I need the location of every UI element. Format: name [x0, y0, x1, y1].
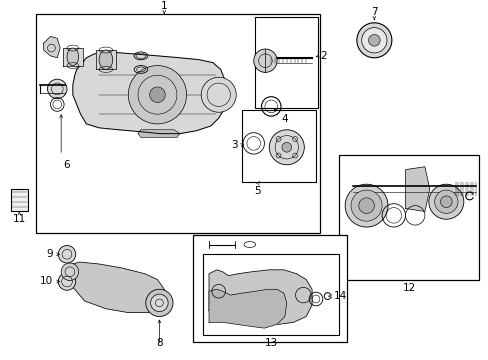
Circle shape: [149, 87, 165, 103]
Bar: [36, 14, 319, 233]
Ellipse shape: [67, 48, 79, 66]
Text: 4: 4: [281, 114, 287, 124]
Text: 7: 7: [370, 7, 377, 17]
Circle shape: [434, 190, 457, 213]
Circle shape: [47, 79, 67, 99]
Text: 14: 14: [333, 291, 346, 301]
Polygon shape: [208, 289, 286, 328]
Circle shape: [345, 184, 387, 227]
Polygon shape: [208, 270, 311, 324]
Circle shape: [58, 273, 76, 290]
Text: 6: 6: [63, 160, 70, 170]
Circle shape: [428, 184, 463, 219]
Text: 11: 11: [13, 215, 26, 224]
Polygon shape: [73, 52, 226, 134]
Text: 10: 10: [40, 276, 53, 287]
Circle shape: [150, 294, 168, 312]
Bar: [254, 17, 317, 108]
Polygon shape: [138, 130, 180, 138]
Bar: [242, 110, 315, 182]
Circle shape: [61, 263, 79, 280]
Text: 8: 8: [156, 338, 163, 348]
Circle shape: [358, 198, 374, 213]
Text: 3: 3: [231, 140, 238, 150]
Text: 9: 9: [47, 249, 53, 259]
Text: 12: 12: [402, 283, 415, 293]
Text: 5: 5: [254, 186, 261, 196]
Circle shape: [440, 196, 451, 208]
Ellipse shape: [99, 50, 112, 69]
Polygon shape: [63, 48, 82, 66]
Circle shape: [356, 23, 391, 58]
Bar: [193, 235, 346, 342]
Bar: [11, 189, 28, 211]
Circle shape: [128, 66, 186, 124]
Text: 13: 13: [264, 338, 277, 348]
Circle shape: [58, 246, 76, 263]
Circle shape: [253, 49, 277, 72]
Bar: [339, 155, 478, 280]
Circle shape: [368, 35, 379, 46]
Circle shape: [350, 190, 381, 221]
Circle shape: [361, 28, 386, 53]
Text: 1: 1: [161, 1, 167, 11]
Bar: [203, 254, 339, 335]
Polygon shape: [67, 262, 167, 312]
Text: 2: 2: [319, 51, 326, 61]
Circle shape: [201, 77, 236, 112]
Circle shape: [269, 130, 304, 165]
Polygon shape: [43, 36, 60, 58]
Circle shape: [282, 143, 291, 152]
Polygon shape: [96, 50, 115, 69]
Circle shape: [145, 289, 173, 316]
Polygon shape: [405, 167, 429, 211]
